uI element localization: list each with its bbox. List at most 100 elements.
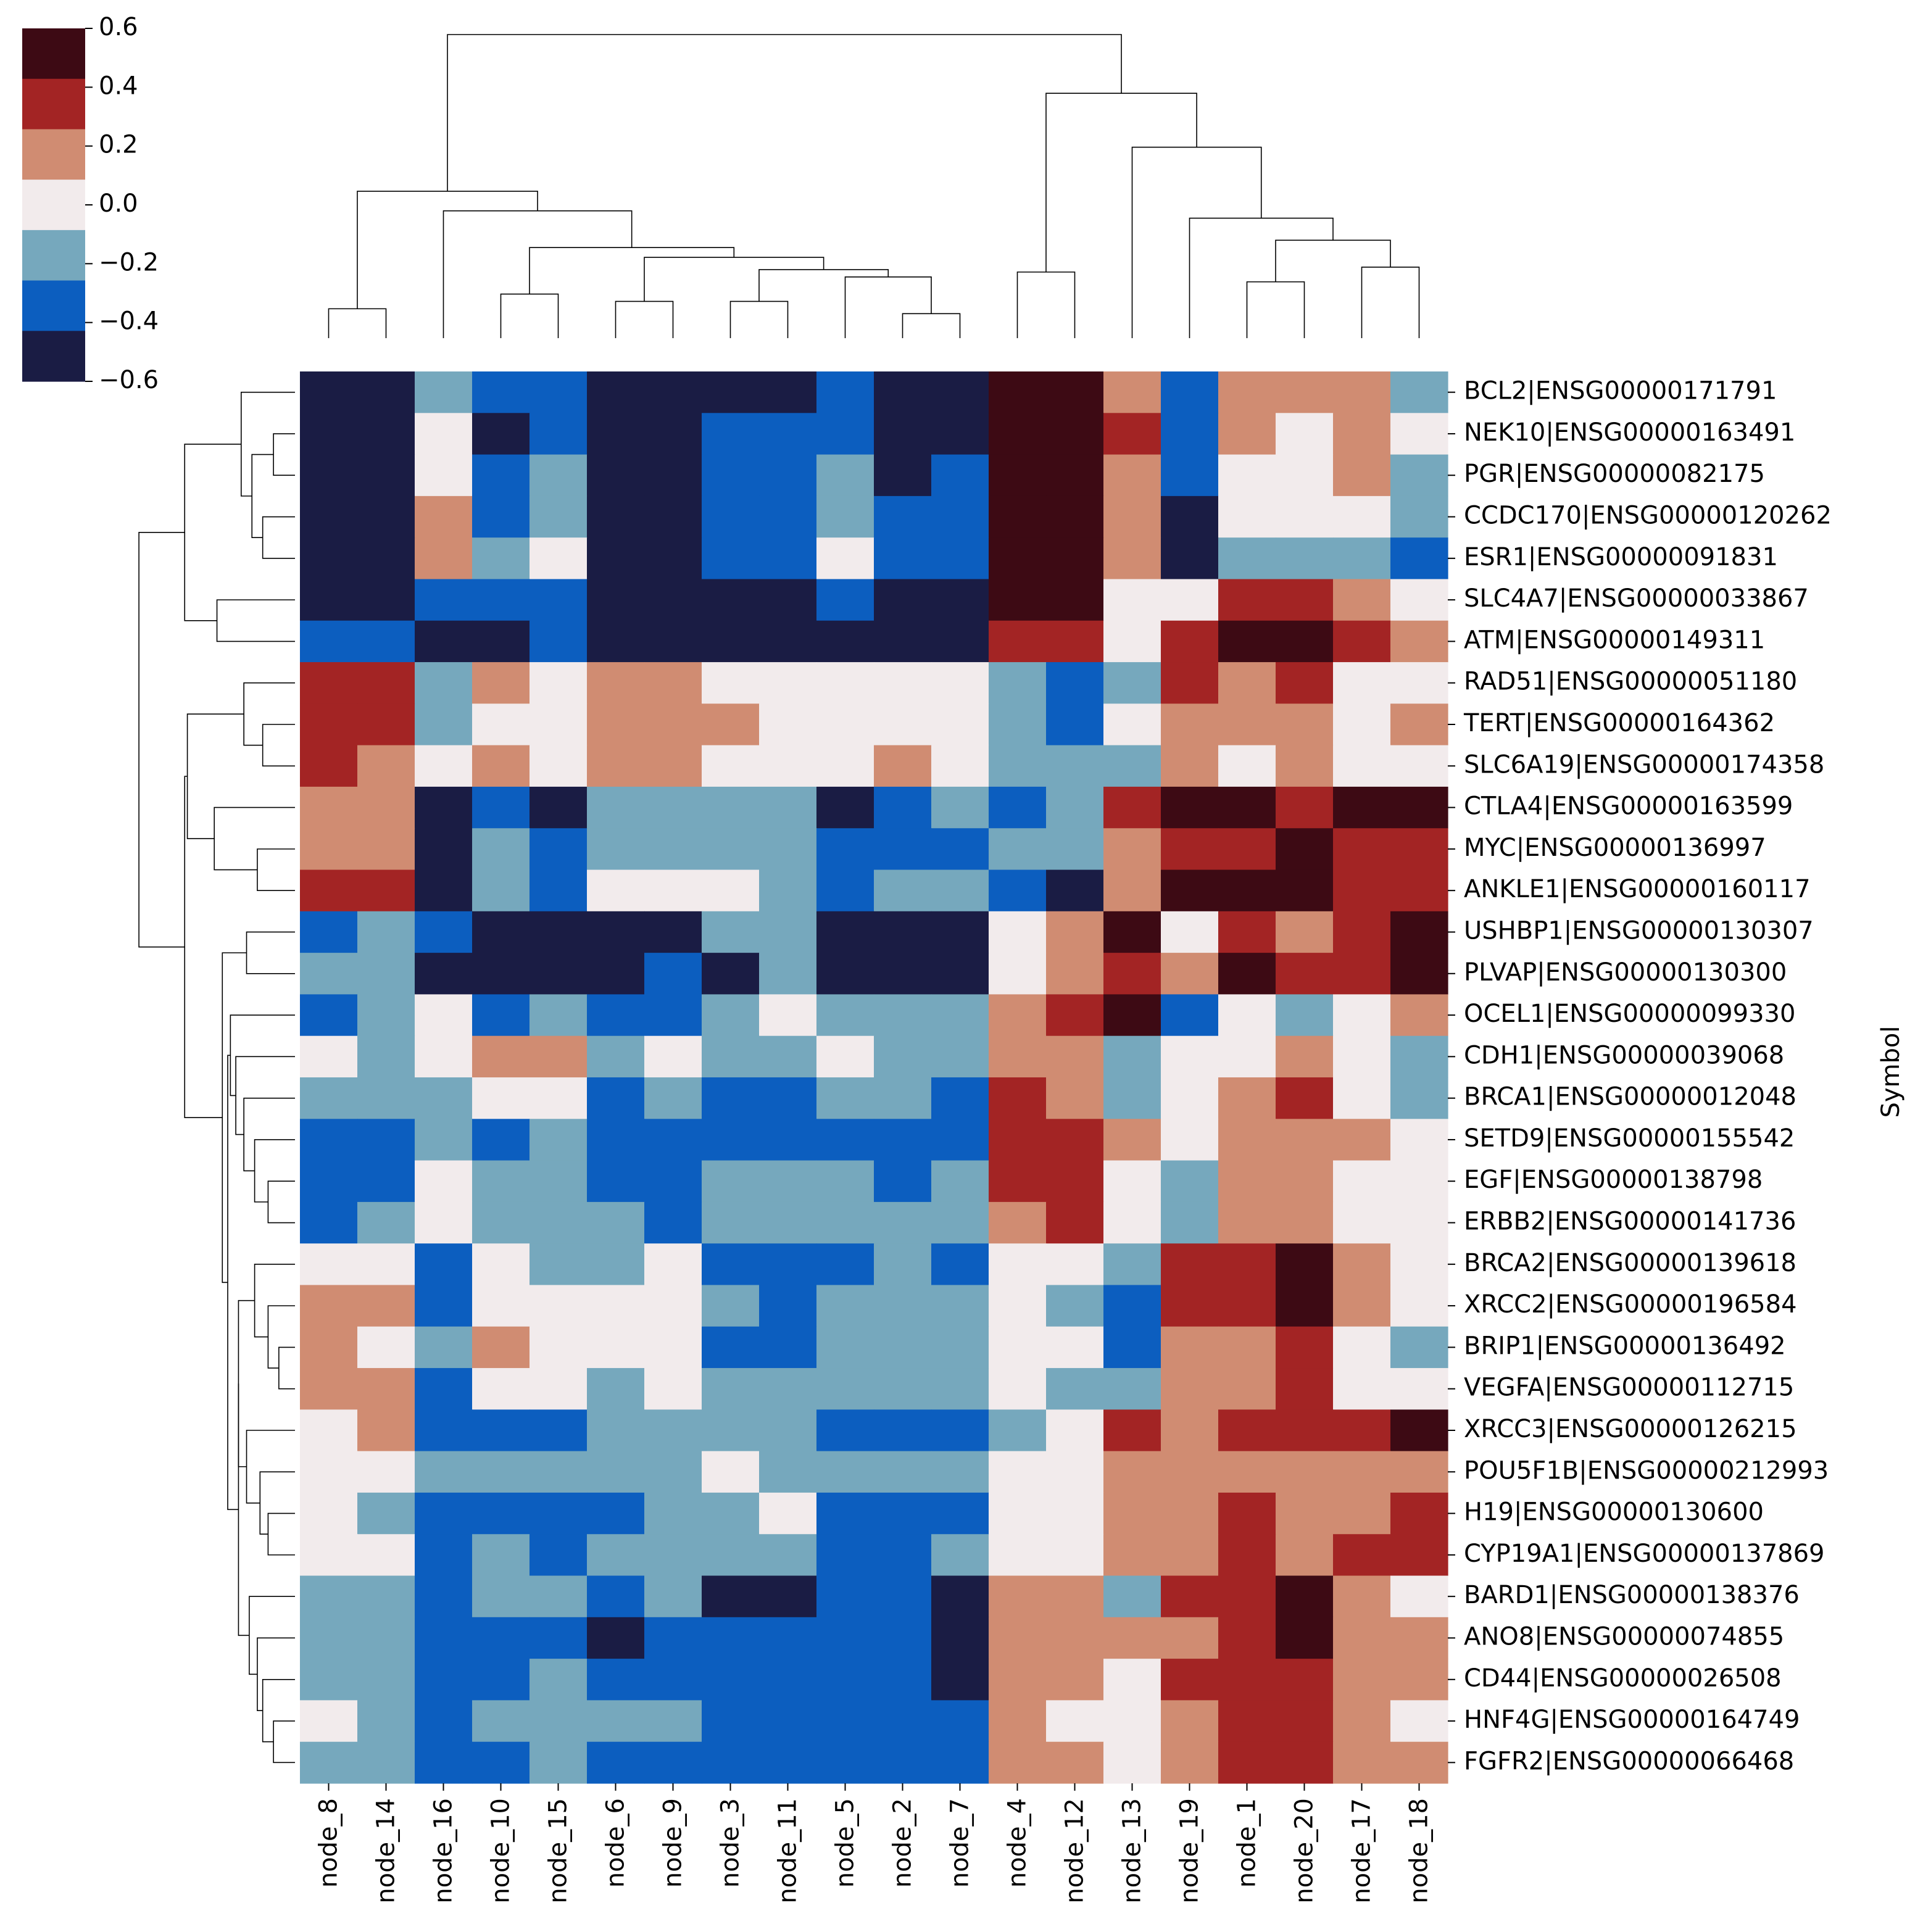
heatmap-cell	[931, 454, 989, 497]
dendrogram-link	[235, 1056, 295, 1135]
heatmap-cell	[644, 579, 702, 621]
heatmap-cell	[530, 1285, 588, 1327]
heatmap-cell	[759, 1160, 817, 1203]
heatmap-cell	[1333, 1534, 1391, 1577]
heatmap-cell	[357, 1534, 415, 1577]
heatmap-cell	[1161, 454, 1219, 497]
row-label: SLC4A7|ENSG00000033867	[1464, 584, 1809, 613]
heatmap-cell	[1390, 413, 1448, 455]
colorbar: 0.6 0.4 0.2 0.0 −0.2 −0.4 −0.6	[22, 13, 159, 394]
heatmap-cell	[1333, 828, 1391, 871]
dendrogram-link	[758, 269, 889, 302]
column-label: node_1	[1233, 1798, 1261, 1888]
heatmap-cell	[702, 1659, 760, 1701]
heatmap-cell	[644, 703, 702, 746]
column-label: node_11	[774, 1798, 802, 1904]
heatmap-cell	[415, 745, 473, 787]
heatmap-cell	[759, 911, 817, 953]
heatmap-cell	[587, 1617, 645, 1659]
heatmap-cell	[415, 1700, 473, 1743]
dendrogram-link	[1246, 281, 1305, 338]
heatmap-cell	[702, 1035, 760, 1078]
heatmap-cell	[1218, 1409, 1276, 1452]
colorbar-bin	[22, 180, 85, 231]
heatmap-cell	[300, 1326, 358, 1369]
heatmap-cell	[530, 620, 588, 663]
heatmap-cell	[357, 1077, 415, 1119]
heatmap-cell	[644, 495, 702, 538]
heatmap-cell	[1046, 1243, 1104, 1286]
heatmap-cell	[587, 1035, 645, 1078]
heatmap-cell	[300, 1035, 358, 1078]
heatmap-cell	[587, 1659, 645, 1701]
dendrogram-link	[257, 848, 295, 891]
dendrogram-link	[243, 682, 295, 746]
heatmap-cell	[816, 1285, 874, 1327]
heatmap-cell	[587, 1700, 645, 1743]
heatmap-cell	[1046, 413, 1104, 455]
heatmap-cell	[759, 1243, 817, 1286]
heatmap-cell	[530, 1243, 588, 1286]
heatmap-cell	[472, 994, 530, 1037]
heatmap-cell	[1390, 1409, 1448, 1452]
heatmap-cell	[300, 495, 358, 538]
heatmap-cell	[1161, 1243, 1219, 1286]
heatmap-cell	[816, 1534, 874, 1577]
heatmap-cell	[1333, 495, 1391, 538]
heatmap-cell	[702, 1741, 760, 1784]
heatmap-cell	[357, 1201, 415, 1244]
heatmap-cell	[415, 662, 473, 704]
heatmap-cell	[472, 579, 530, 621]
heatmap-cell	[300, 1409, 358, 1452]
heatmap-cell	[1103, 828, 1161, 871]
heatmap-cell	[357, 1451, 415, 1493]
heatmap-cell	[1333, 537, 1391, 580]
heatmap-cell	[1333, 1409, 1391, 1452]
heatmap-cell	[1046, 1700, 1104, 1743]
heatmap-cell	[1161, 662, 1219, 704]
heatmap-cell	[989, 1201, 1047, 1244]
heatmap-cell	[644, 1575, 702, 1618]
heatmap-cell	[1218, 1035, 1276, 1078]
heatmap-cell	[587, 1368, 645, 1410]
heatmap-cell	[644, 1285, 702, 1327]
heatmap-cell	[415, 537, 473, 580]
heatmap-cell	[816, 537, 874, 580]
heatmap-cell	[989, 1492, 1047, 1535]
heatmap-cell	[1161, 828, 1219, 871]
heatmap-cell	[644, 1700, 702, 1743]
heatmap-cell	[300, 1492, 358, 1535]
heatmap-cell	[931, 1617, 989, 1659]
heatmap-cell	[1218, 994, 1276, 1037]
heatmap-cell	[1161, 579, 1219, 621]
heatmap-cell	[357, 1700, 415, 1743]
heatmap-cell	[357, 1409, 415, 1452]
heatmap-cell	[931, 1659, 989, 1701]
heatmap-cell	[1390, 703, 1448, 746]
heatmap-cell	[1218, 1160, 1276, 1203]
heatmap-cell	[702, 1700, 760, 1743]
heatmap-cell	[530, 495, 588, 538]
heatmap-cell	[415, 1492, 473, 1535]
heatmap-cell	[1276, 371, 1334, 413]
column-label: node_6	[602, 1798, 630, 1888]
heatmap-cell	[1276, 1451, 1334, 1493]
heatmap-cell	[530, 1534, 588, 1577]
heatmap-cell	[530, 1700, 588, 1743]
heatmap-cell	[644, 828, 702, 871]
heatmap-cell	[530, 1451, 588, 1493]
heatmap-cell	[357, 371, 415, 413]
heatmap-cell	[587, 1285, 645, 1327]
heatmap-cell	[1333, 1741, 1391, 1784]
heatmap-cell	[816, 413, 874, 455]
heatmap-cell	[530, 953, 588, 995]
heatmap-cell	[1046, 1119, 1104, 1161]
heatmap-cell	[644, 1659, 702, 1701]
heatmap-cell	[472, 620, 530, 663]
heatmap-cell	[874, 1617, 932, 1659]
column-label: node_13	[1118, 1798, 1147, 1904]
heatmap-cell	[357, 1659, 415, 1701]
heatmap-cell	[472, 1160, 530, 1203]
heatmap-cell	[874, 1451, 932, 1493]
heatmap-cell	[357, 495, 415, 538]
